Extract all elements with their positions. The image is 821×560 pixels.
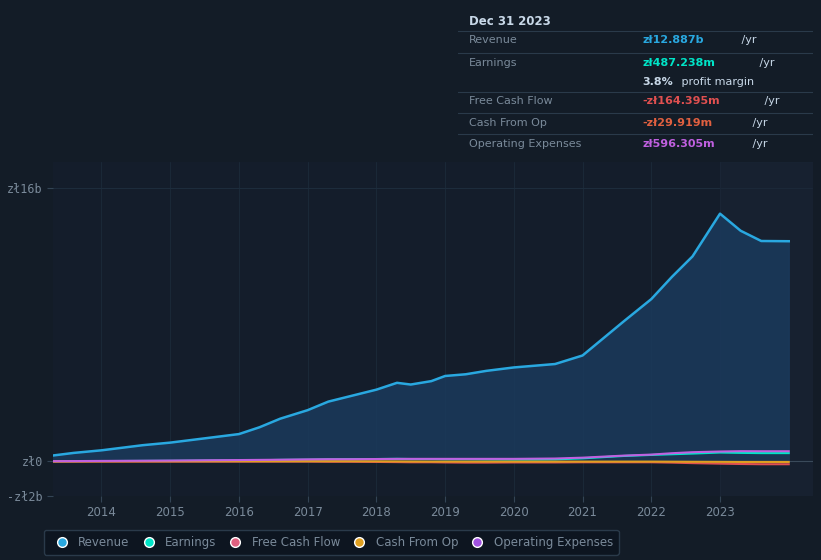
Text: /yr: /yr	[749, 139, 768, 150]
Text: /yr: /yr	[749, 118, 768, 128]
Text: /yr: /yr	[761, 96, 780, 106]
Text: /yr: /yr	[738, 35, 757, 45]
Text: Cash From Op: Cash From Op	[469, 118, 547, 128]
Text: zł487.238m: zł487.238m	[643, 58, 715, 68]
Text: Earnings: Earnings	[469, 58, 517, 68]
Bar	[720, 162, 813, 496]
Text: -zł164.395m: -zł164.395m	[643, 96, 720, 106]
Text: profit margin: profit margin	[678, 77, 754, 87]
Text: 3.8%: 3.8%	[643, 77, 673, 87]
Legend: Revenue, Earnings, Free Cash Flow, Cash From Op, Operating Expenses: Revenue, Earnings, Free Cash Flow, Cash …	[44, 530, 619, 554]
Text: Operating Expenses: Operating Expenses	[469, 139, 581, 150]
Text: Free Cash Flow: Free Cash Flow	[469, 96, 553, 106]
Text: zł596.305m: zł596.305m	[643, 139, 715, 150]
Text: -zł29.919m: -zł29.919m	[643, 118, 713, 128]
Text: Revenue: Revenue	[469, 35, 517, 45]
Text: /yr: /yr	[756, 58, 774, 68]
Text: zł12.887b: zł12.887b	[643, 35, 704, 45]
Text: Dec 31 2023: Dec 31 2023	[469, 15, 551, 28]
